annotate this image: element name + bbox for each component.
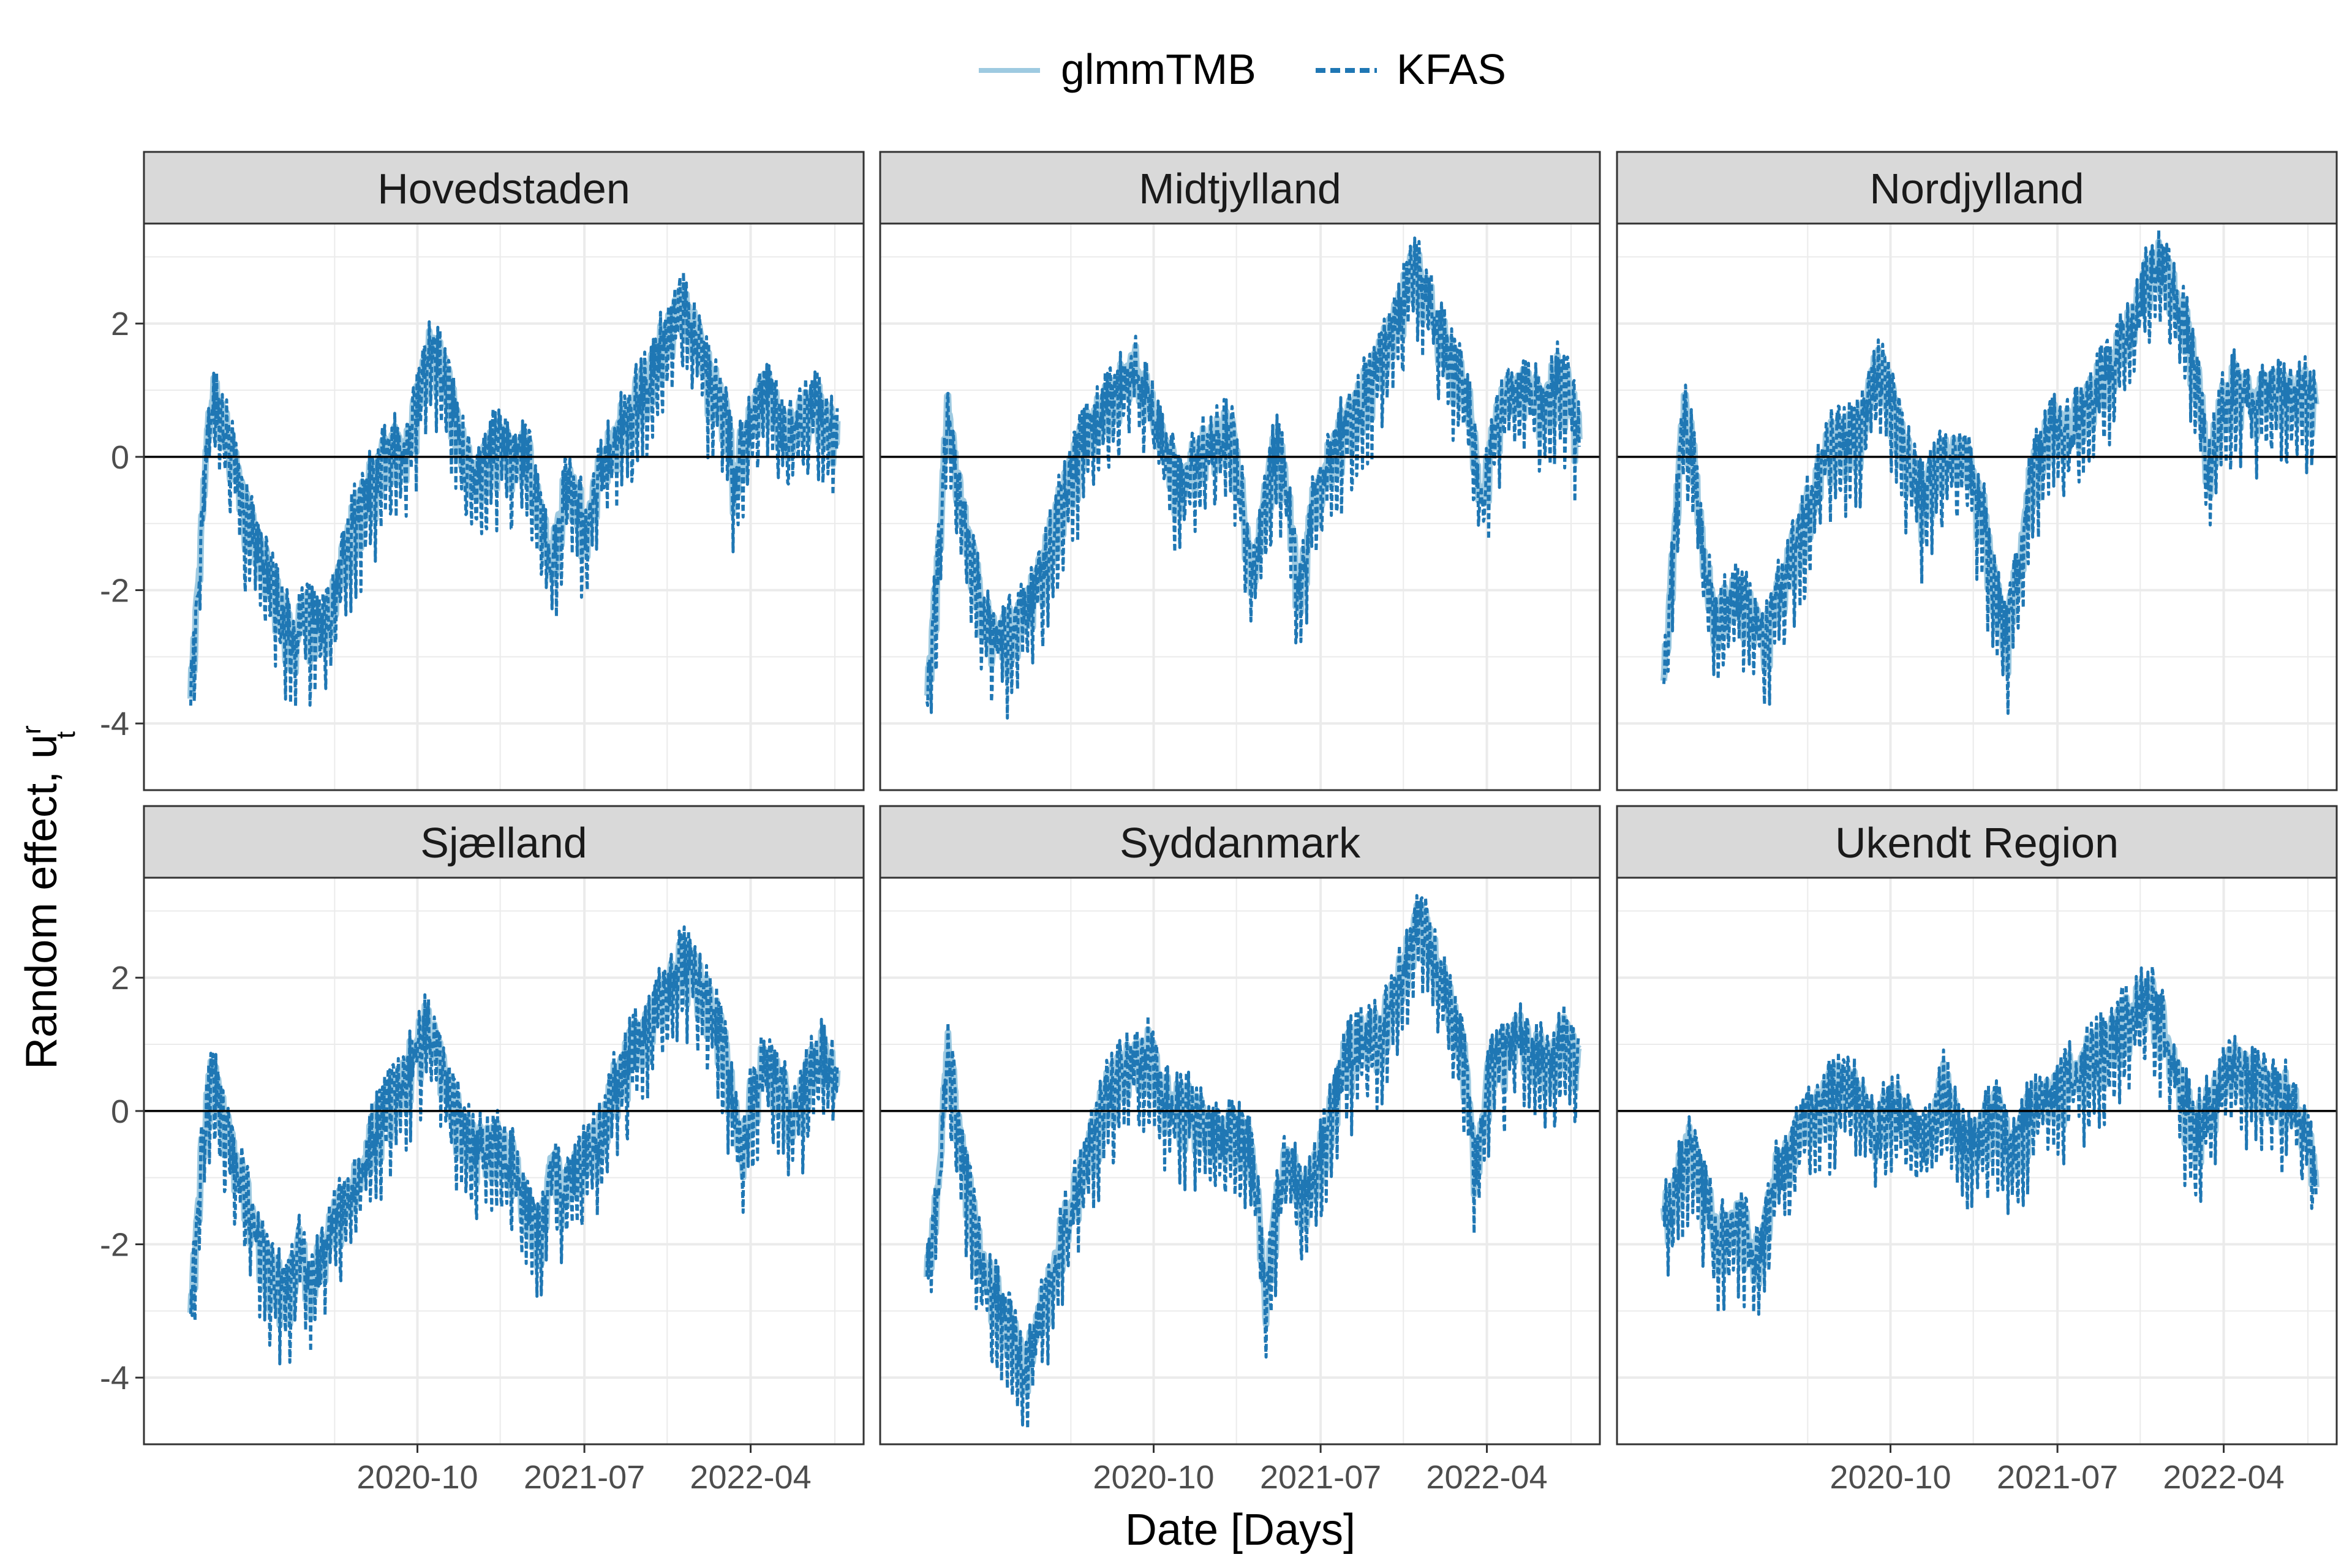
facet-nordjylland: Nordjylland	[1616, 151, 2338, 791]
legend-label-kfas: KFAS	[1396, 45, 1506, 93]
y-tick-label: -2	[100, 1227, 129, 1264]
series-kfas-syddanmark	[925, 894, 1581, 1430]
y-tick-label: 2	[111, 306, 129, 342]
facet-panels: Hovedstaden -4 -2 0 2 Midtjylland Nordjylland S…	[100, 151, 2338, 1496]
x-tick-label: 2022-04	[2163, 1459, 2284, 1496]
strip-label-syddanmark: Syddanmark	[1120, 819, 1361, 867]
facet-sjaelland: Sjælland -4 -2 0 2 2020-10 2021-07 2022-04	[100, 805, 865, 1496]
y-axis-title-main: Random effect, u	[17, 734, 66, 1069]
x-axis-title: Date [Days]	[1125, 1506, 1355, 1555]
x-tick-label: 2021-07	[1260, 1459, 1381, 1496]
legend: glmmTMB KFAS	[979, 45, 1506, 93]
x-tick-label: 2022-04	[690, 1459, 811, 1496]
strip-label-sjaelland: Sjælland	[420, 819, 587, 867]
series-kfas-midtjylland	[925, 236, 1581, 720]
x-tick-label: 2020-10	[356, 1459, 478, 1496]
strip-background	[143, 805, 865, 879]
strip-label-ukendt-region: Ukendt Region	[1835, 819, 2119, 867]
strip-background	[1616, 151, 2338, 225]
y-axis-title: Random effect, urt	[17, 725, 81, 1069]
y-tick-label: -4	[100, 1360, 129, 1396]
strip-background	[879, 151, 1601, 225]
series-kfas-hovedstaden	[189, 271, 839, 708]
x-tick-label: 2020-10	[1830, 1459, 1951, 1496]
facet-syddanmark: Syddanmark 2020-10 2021-07 2022-04	[879, 805, 1601, 1496]
x-tick-label: 2020-10	[1093, 1459, 1214, 1496]
series-kfas-sjaelland	[189, 925, 839, 1366]
series-kfas-nordjylland	[1662, 228, 2318, 715]
strip-background	[143, 151, 865, 225]
x-tick-label: 2022-04	[1426, 1459, 1547, 1496]
facet-ukendt-region: Ukendt Region 2020-10 2021-07 2022-04	[1616, 805, 2338, 1496]
y-axis-title-subscript: t	[51, 731, 81, 739]
x-tick-label: 2021-07	[1997, 1459, 2118, 1496]
series-kfas-ukendt-region	[1662, 965, 2318, 1316]
y-axis-title-superscript: r	[17, 725, 47, 734]
strip-background	[1616, 805, 2338, 879]
legend-label-glmmtmb: glmmTMB	[1061, 45, 1256, 93]
x-tick-label: 2021-07	[524, 1459, 645, 1496]
strip-label-nordjylland: Nordjylland	[1869, 165, 2084, 213]
facet-hovedstaden: Hovedstaden -4 -2 0 2	[100, 151, 865, 791]
facet-midtjylland: Midtjylland	[879, 151, 1601, 791]
y-tick-label: -2	[100, 573, 129, 609]
strip-label-hovedstaden: Hovedstaden	[377, 165, 630, 213]
y-tick-label: 2	[111, 960, 129, 997]
strip-label-midtjylland: Midtjylland	[1139, 165, 1341, 213]
strip-background	[879, 805, 1601, 879]
y-tick-label: 0	[111, 1093, 129, 1130]
y-tick-label: -4	[100, 706, 129, 742]
y-tick-label: 0	[111, 439, 129, 476]
